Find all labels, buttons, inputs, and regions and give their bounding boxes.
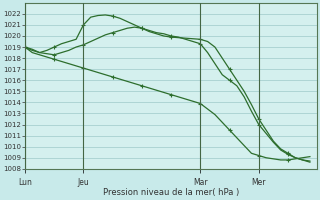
X-axis label: Pression niveau de la mer( hPa ): Pression niveau de la mer( hPa ) [103,188,239,197]
